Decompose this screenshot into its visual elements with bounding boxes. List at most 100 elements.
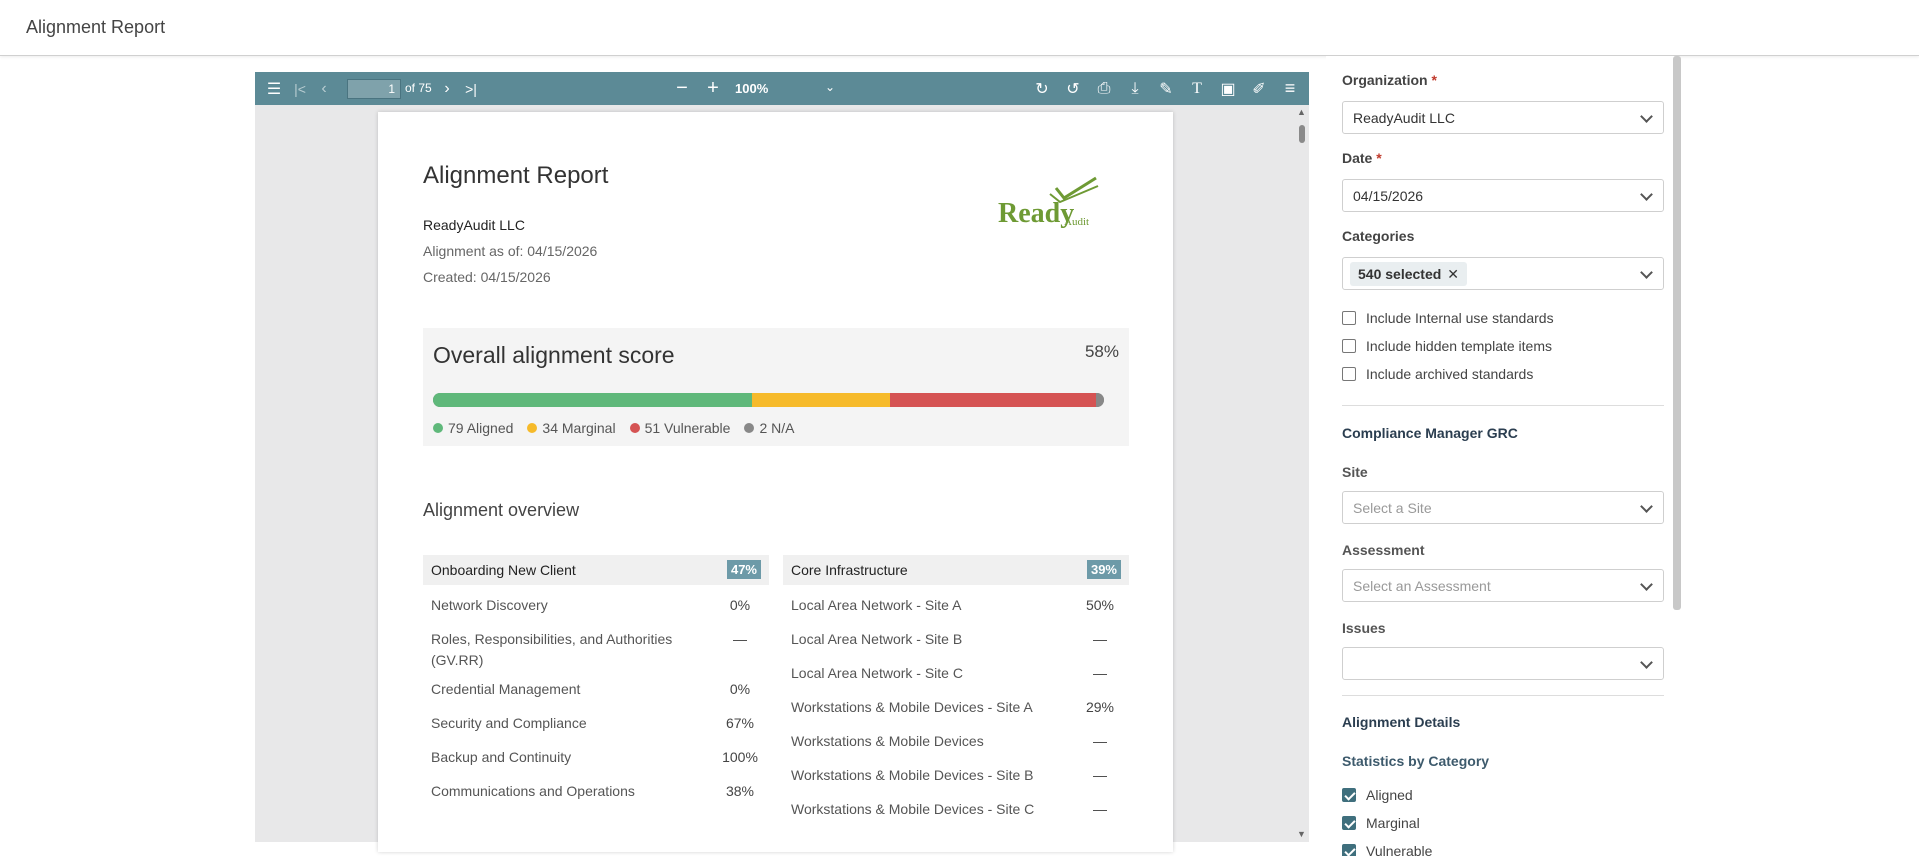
row-name: Local Area Network - Site C (791, 665, 963, 681)
download-icon[interactable]: ⤓ (1131, 79, 1139, 97)
table-row: Communications and Operations 38% (423, 771, 769, 805)
legend-dot-icon (629, 423, 640, 433)
organization-select[interactable]: ReadyAudit LLC (1342, 101, 1664, 134)
assessment-select[interactable]: Select an Assessment (1342, 569, 1664, 602)
organization-label: Organization * (1342, 72, 1437, 88)
overview-header-pct: 47% (726, 560, 761, 579)
organization-label-text: Organization (1342, 72, 1428, 88)
chevron-down-icon (1640, 188, 1653, 201)
zoom-select[interactable]: 100% (735, 81, 769, 96)
include-option[interactable]: Include archived standards (1342, 366, 1533, 382)
row-pct: — (1093, 665, 1107, 681)
score-bar (433, 393, 1104, 407)
scroll-down-icon[interactable]: ▼ (1297, 829, 1306, 839)
zoom-out-icon[interactable]: − (676, 77, 688, 99)
row-name: Network Discovery (431, 597, 548, 613)
first-page-icon[interactable]: |< (294, 80, 306, 97)
overview-header: Core Infrastructure 39% (783, 555, 1129, 585)
row-name: Credential Management (431, 681, 581, 697)
pdf-toolbar: ☰ |< ‹ of 75 › >| − + 100% ⌄ ↻ ↺ ⎙ ⤓ ✎ T… (255, 72, 1309, 105)
chevron-down-icon (1640, 578, 1653, 591)
image-icon[interactable]: ▣ (1220, 80, 1236, 98)
assessment-placeholder: Select an Assessment (1353, 578, 1491, 594)
overview-header-pct: 39% (1086, 560, 1121, 579)
checkbox[interactable] (1342, 339, 1356, 353)
legend-item: 34 Marginal (527, 420, 616, 436)
checkbox[interactable] (1342, 844, 1356, 856)
row-name: Workstations & Mobile Devices - Site B (791, 767, 1034, 783)
chevron-down-icon[interactable]: ⌄ (825, 80, 836, 94)
include-option[interactable]: Include Internal use standards (1342, 310, 1554, 326)
score-bar-segment (889, 393, 1096, 407)
score-bar-segment (1095, 393, 1104, 407)
score-percentage: 58% (1084, 342, 1119, 361)
draw-icon[interactable]: ✎ (1159, 80, 1173, 98)
report-title: Alignment Report (423, 162, 609, 189)
checkbox[interactable] (1342, 311, 1356, 325)
rotate-cw-icon[interactable]: ↻ (1035, 80, 1049, 98)
pdf-viewer: ☰ |< ‹ of 75 › >| − + 100% ⌄ ↻ ↺ ⎙ ⤓ ✎ T… (255, 72, 1309, 852)
site-select[interactable]: Select a Site (1342, 491, 1664, 524)
checkbox[interactable] (1342, 367, 1356, 381)
next-page-icon[interactable]: › (444, 79, 450, 97)
details-title: Alignment Details (1342, 714, 1461, 730)
pdf-page: Alignment Report ReadyAudit LLC Alignmen… (378, 112, 1173, 852)
date-label: Date * (1342, 150, 1382, 166)
edit-icon[interactable]: ✐ (1252, 80, 1266, 98)
legend-label: 79 Aligned (448, 420, 514, 436)
include-option[interactable]: Include hidden template items (1342, 338, 1552, 354)
site-label: Site (1342, 464, 1368, 480)
overview-header: Onboarding New Client 47% (423, 555, 769, 585)
scroll-up-icon[interactable]: ▲ (1297, 107, 1306, 117)
date-select[interactable]: 04/15/2026 (1342, 179, 1664, 212)
categories-chip[interactable]: 540 selected ✕ (1350, 262, 1468, 286)
checkbox[interactable] (1342, 816, 1356, 830)
sidebar-toggle-icon[interactable]: ☰ (266, 80, 282, 98)
zoom-in-icon[interactable]: + (707, 77, 719, 99)
pdf-scrollbar[interactable]: ▲ ▼ (1295, 105, 1309, 842)
row-pct: — (1093, 631, 1107, 647)
print-icon[interactable]: ⎙ (1097, 79, 1111, 97)
issues-select[interactable] (1342, 647, 1664, 680)
report-created: Created: 04/15/2026 (423, 269, 551, 285)
legend-dot-icon (744, 423, 755, 433)
prev-page-icon[interactable]: ‹ (321, 79, 327, 97)
grc-title: Compliance Manager GRC (1342, 425, 1518, 441)
page-number-input[interactable] (347, 79, 401, 99)
row-pct: 29% (1085, 699, 1115, 715)
categories-select[interactable]: 540 selected ✕ (1342, 257, 1664, 290)
checkbox[interactable] (1342, 788, 1356, 802)
row-name: Local Area Network - Site A (791, 597, 962, 613)
overview-column: Core Infrastructure 39% Local Area Network… (783, 555, 1129, 823)
chevron-down-icon (1640, 656, 1653, 669)
rotate-ccw-icon[interactable]: ↺ (1066, 80, 1080, 98)
table-row: Local Area Network - Site C — (783, 653, 1129, 687)
checkbox-label: Include archived standards (1366, 366, 1534, 382)
legend-label: 34 Marginal (542, 420, 616, 436)
close-icon[interactable]: ✕ (1447, 265, 1460, 282)
chevron-down-icon (1640, 110, 1653, 123)
row-pct: 38% (725, 783, 755, 799)
site-placeholder: Select a Site (1353, 500, 1432, 516)
legend-dot-icon (527, 423, 538, 433)
table-row: Roles, Responsibilities, and Authorities… (423, 619, 769, 669)
date-label-text: Date (1342, 150, 1373, 166)
overview-title: Alignment overview (423, 500, 580, 520)
checkbox-label: Marginal (1366, 815, 1420, 831)
checkmark-icon (1049, 176, 1099, 204)
scrollbar-thumb[interactable] (1299, 125, 1305, 143)
row-name: Workstations & Mobile Devices - Site C (791, 801, 1035, 817)
report-as-of: Alignment as of: 04/15/2026 (423, 243, 598, 259)
stats-option[interactable]: Aligned (1342, 787, 1413, 803)
score-legend: 79 Aligned 34 Marginal 51 Vulnerable 2 N/A (433, 420, 794, 436)
score-bar-segment (433, 393, 753, 407)
text-icon[interactable]: T (1192, 79, 1202, 97)
row-pct: — (1093, 801, 1107, 817)
row-name: Workstations & Mobile Devices (791, 733, 984, 749)
stats-option[interactable]: Vulnerable (1342, 843, 1432, 856)
last-page-icon[interactable]: >| (465, 80, 477, 97)
panel-scrollbar[interactable] (1673, 56, 1681, 610)
menu-icon[interactable]: ≡ (1284, 78, 1296, 98)
stats-option[interactable]: Marginal (1342, 815, 1420, 831)
chevron-down-icon (1640, 266, 1653, 279)
